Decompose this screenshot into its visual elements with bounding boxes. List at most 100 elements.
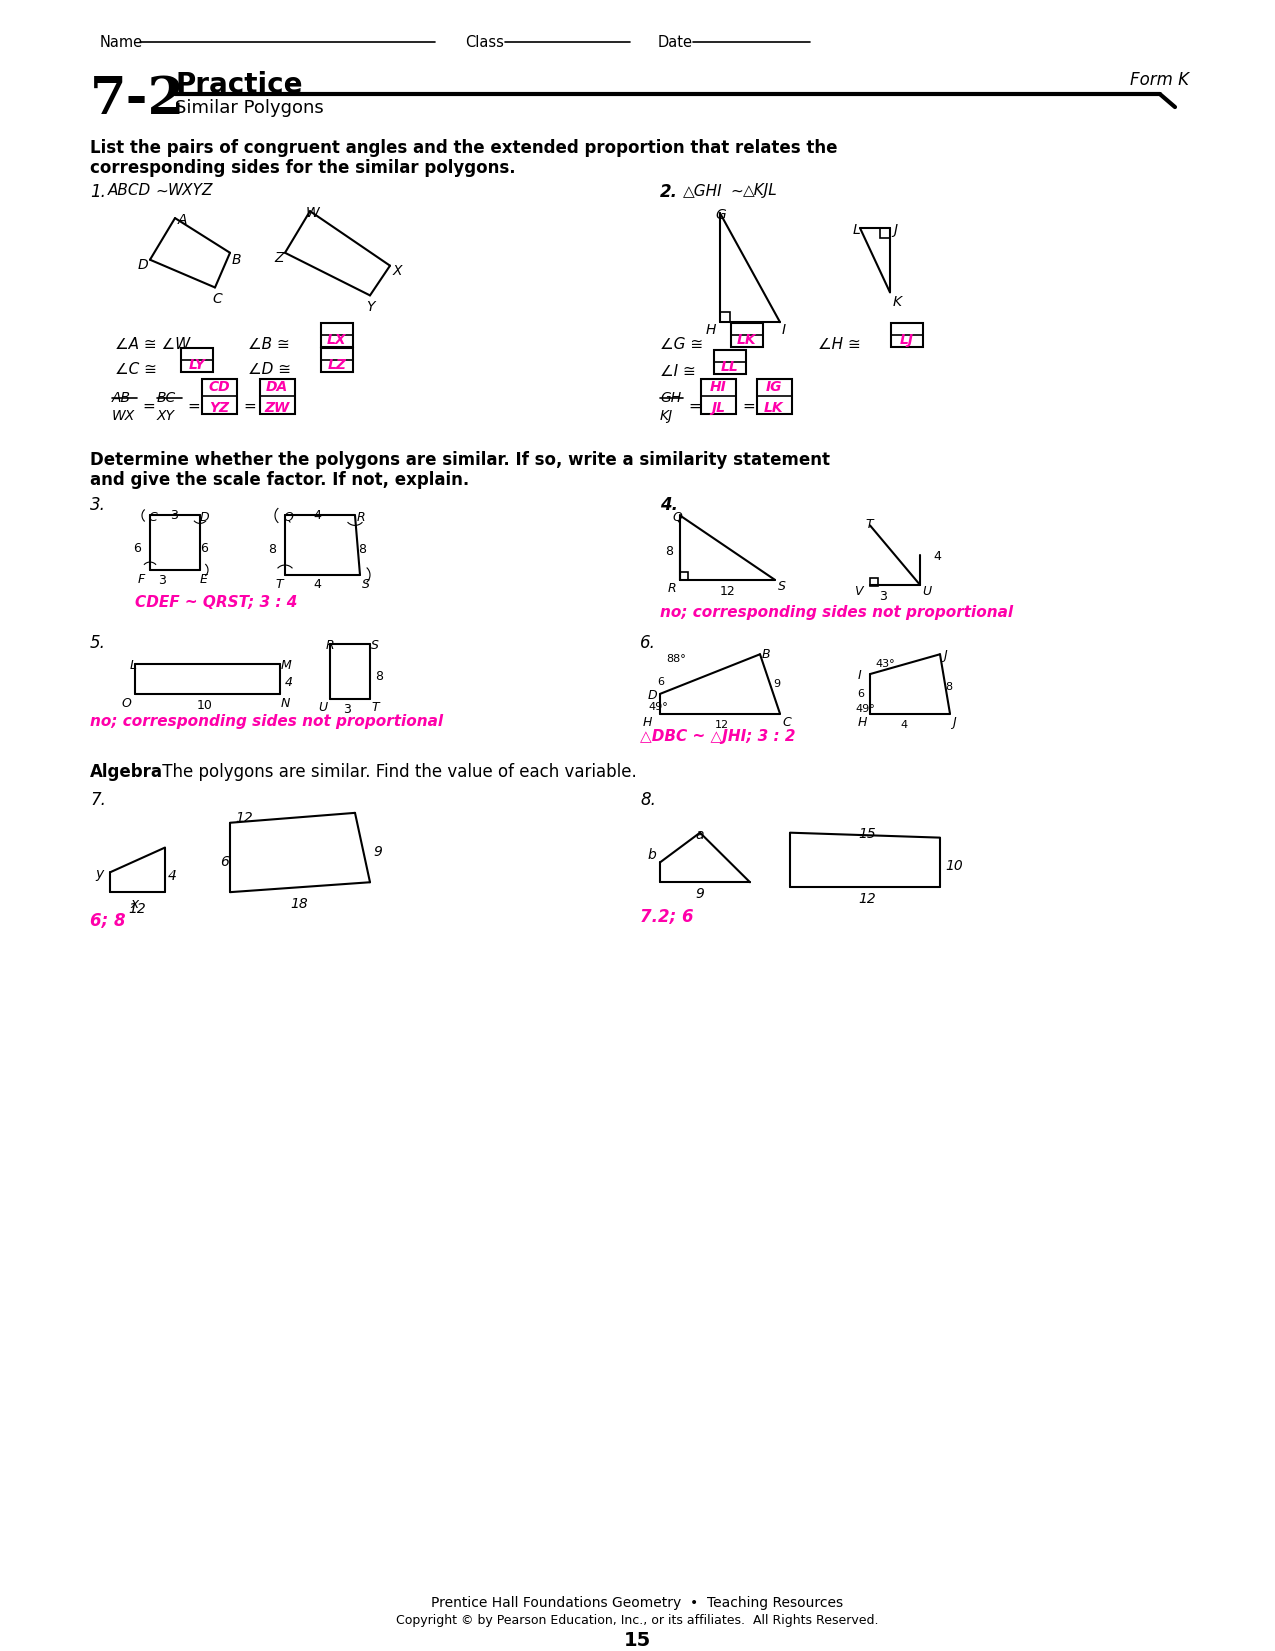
Text: BC: BC (157, 391, 176, 404)
Text: 10: 10 (945, 860, 963, 873)
Text: 15: 15 (858, 827, 876, 840)
Text: C: C (782, 717, 790, 728)
Text: 10: 10 (198, 698, 213, 712)
Bar (701, 378, 736, 414)
Text: no; corresponding sides not proportional: no; corresponding sides not proportional (91, 713, 444, 728)
Text: JL: JL (711, 401, 725, 416)
Text: B: B (762, 649, 770, 662)
Bar (880, 228, 890, 238)
Text: 9: 9 (695, 887, 704, 901)
Text: List the pairs of congruent angles and the extended proportion that relates the: List the pairs of congruent angles and t… (91, 139, 838, 157)
Text: Date: Date (658, 35, 694, 50)
Text: CD: CD (208, 380, 230, 393)
Text: YZ: YZ (209, 401, 230, 416)
Text: 3: 3 (158, 575, 166, 588)
Text: 6: 6 (657, 677, 664, 687)
Text: 4.: 4. (660, 495, 678, 513)
Text: 7-2: 7-2 (91, 74, 185, 125)
Text: H: H (858, 717, 867, 728)
Text: T: T (275, 578, 283, 591)
Text: N: N (280, 697, 291, 710)
Text: Form K: Form K (1130, 71, 1190, 89)
Text: 4: 4 (312, 578, 321, 591)
Text: L: L (130, 659, 136, 672)
Text: LY: LY (189, 358, 205, 371)
Text: x: x (130, 896, 138, 911)
Text: S: S (362, 578, 370, 591)
Text: a: a (695, 827, 704, 842)
Text: S: S (778, 580, 785, 593)
Bar (720, 312, 731, 322)
Text: Algebra: Algebra (91, 763, 163, 781)
Text: 4: 4 (933, 550, 941, 563)
Text: U: U (922, 584, 931, 598)
Text: K: K (892, 296, 903, 309)
Text: =: = (142, 398, 154, 413)
Text: D: D (200, 510, 209, 523)
Text: D: D (648, 688, 658, 702)
Text: 4: 4 (900, 720, 907, 730)
Text: H: H (643, 717, 653, 728)
Text: 3: 3 (170, 509, 179, 522)
Text: I: I (782, 324, 787, 337)
Text: ~: ~ (156, 183, 168, 198)
Text: J: J (952, 717, 956, 728)
Text: ∠H ≅: ∠H ≅ (819, 337, 861, 352)
Bar (757, 378, 792, 414)
Text: ∠B ≅: ∠B ≅ (249, 337, 289, 352)
Text: 3: 3 (878, 589, 887, 603)
Text: Similar Polygons: Similar Polygons (175, 99, 324, 117)
Text: LZ: LZ (328, 358, 347, 371)
Text: U: U (317, 700, 328, 713)
Text: 6; 8: 6; 8 (91, 911, 126, 930)
Text: Prentice Hall Foundations Geometry  •  Teaching Resources: Prentice Hall Foundations Geometry • Tea… (431, 1597, 843, 1610)
Text: 12: 12 (715, 720, 729, 730)
Text: 3.: 3. (91, 495, 106, 513)
Text: X: X (393, 264, 403, 277)
Text: CDEF ~ QRST; 3 : 4: CDEF ~ QRST; 3 : 4 (135, 594, 297, 609)
Text: L: L (853, 223, 861, 238)
Text: =: = (187, 398, 200, 413)
Bar (321, 324, 353, 347)
Text: ∠D ≅: ∠D ≅ (249, 362, 291, 376)
Text: =: = (244, 398, 256, 413)
Text: =: = (742, 398, 755, 413)
Bar (870, 578, 878, 586)
Text: 6.: 6. (640, 634, 655, 652)
Text: LL: LL (722, 360, 740, 373)
Text: M: M (280, 659, 292, 672)
Text: I: I (858, 669, 862, 682)
Text: J: J (892, 223, 898, 238)
Bar (891, 324, 923, 347)
Text: 7.2; 6: 7.2; 6 (640, 908, 694, 926)
Text: B: B (232, 253, 241, 267)
Text: △DBC ~ △JHI; 3 : 2: △DBC ~ △JHI; 3 : 2 (640, 728, 796, 743)
Text: 8: 8 (666, 545, 673, 558)
Text: T: T (371, 700, 379, 713)
Text: C: C (148, 510, 157, 523)
Text: ∠G ≅: ∠G ≅ (660, 337, 703, 352)
Text: AB: AB (112, 391, 131, 404)
Text: The polygons are similar. Find the value of each variable.: The polygons are similar. Find the value… (157, 763, 636, 781)
Text: ∠A ≅ ∠W: ∠A ≅ ∠W (115, 337, 190, 352)
Text: 9: 9 (374, 845, 382, 859)
Text: LJ: LJ (900, 334, 914, 347)
Text: 6: 6 (133, 542, 140, 555)
Text: =: = (688, 398, 701, 413)
Text: 12: 12 (858, 892, 876, 906)
Text: 5.: 5. (91, 634, 106, 652)
Text: WXYZ: WXYZ (168, 183, 213, 198)
Text: LK: LK (764, 401, 784, 416)
Bar (731, 324, 762, 347)
Text: D: D (138, 258, 149, 272)
Text: 7.: 7. (91, 791, 106, 809)
Text: △KJL: △KJL (743, 183, 778, 198)
Text: LX: LX (328, 334, 347, 347)
Text: and give the scale factor. If not, explain.: and give the scale factor. If not, expla… (91, 471, 469, 489)
Text: R: R (668, 581, 677, 594)
Text: R: R (326, 639, 334, 652)
Text: Name: Name (99, 35, 143, 50)
Text: Z: Z (274, 251, 283, 264)
Text: Copyright © by Pearson Education, Inc., or its affiliates.  All Rights Reserved.: Copyright © by Pearson Education, Inc., … (395, 1613, 878, 1626)
Bar (680, 571, 688, 580)
